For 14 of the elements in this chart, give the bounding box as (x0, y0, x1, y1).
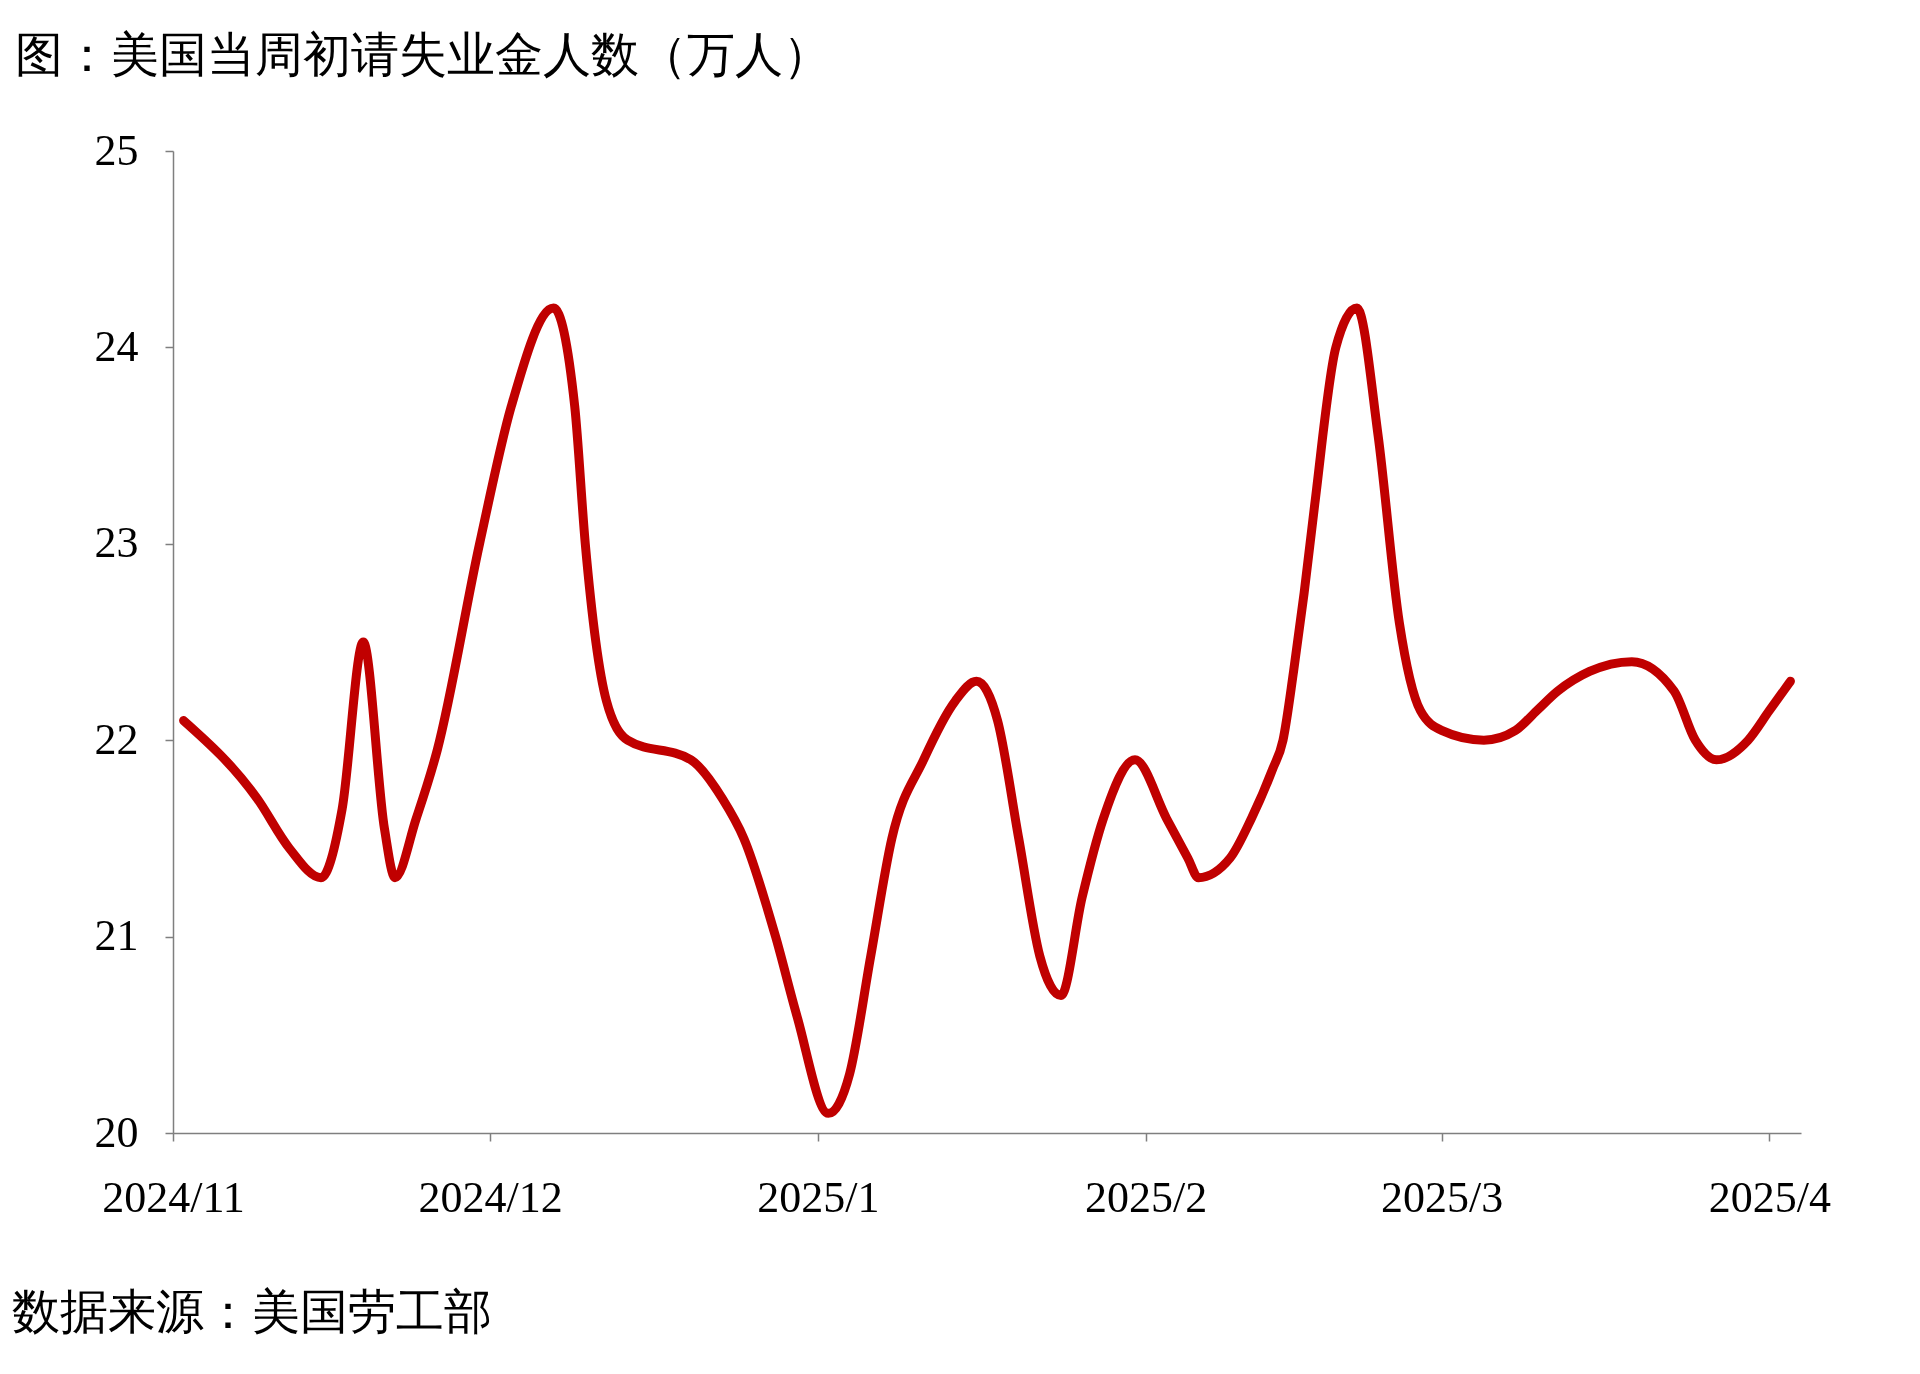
source-note: 数据来源：美国劳工部 (12, 1285, 492, 1338)
y-tick-label: 21 (94, 911, 139, 961)
y-tick-label: 20 (94, 1107, 139, 1157)
chart-title: 图：美国当周初请失业金人数（万人） (15, 28, 831, 81)
x-tick-label: 2025/1 (757, 1172, 880, 1222)
y-tick-label: 23 (94, 518, 139, 568)
y-tick-label: 22 (94, 714, 139, 764)
y-tick-label: 25 (94, 125, 139, 175)
x-tick-label: 2025/2 (1084, 1172, 1208, 1222)
y-tick-label: 24 (94, 321, 139, 371)
x-tick-label: 2025/3 (1380, 1172, 1504, 1222)
x-tick-label: 2024/12 (418, 1172, 563, 1222)
x-tick-label: 2025/4 (1708, 1172, 1831, 1222)
x-tick-label: 2024/11 (102, 1172, 245, 1222)
